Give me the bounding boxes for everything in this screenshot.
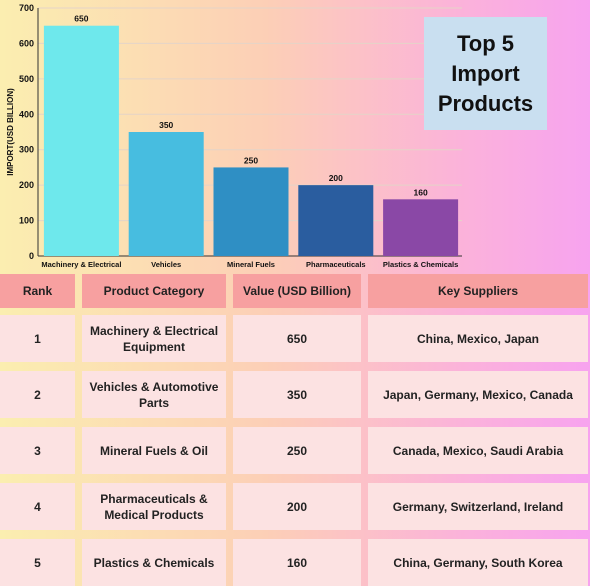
y-tick-label: 0 — [29, 251, 34, 261]
data-label: 350 — [159, 120, 173, 130]
y-tick-label: 300 — [19, 145, 34, 155]
chart-title: Top 5 Import Products — [424, 17, 547, 130]
bar — [128, 132, 204, 256]
bar — [298, 185, 374, 256]
table-cell-suppliers: China, Mexico, Japan — [368, 315, 588, 362]
table-cell-suppliers: Germany, Switzerland, Ireland — [368, 483, 588, 530]
bar — [213, 167, 289, 256]
data-label: 200 — [329, 173, 343, 183]
y-axis-label: IMPORT(USD BILLION) — [6, 88, 15, 176]
table-cell-category: Pharmaceuticals & Medical Products — [82, 483, 226, 530]
x-tick-label: Machinery & Electrical — [41, 260, 121, 269]
data-label: 250 — [244, 155, 258, 165]
table-cell-suppliers: Canada, Mexico, Saudi Arabia — [368, 427, 588, 474]
y-tick-label: 600 — [19, 38, 34, 48]
x-tick-label: Plastics & Chemicals — [383, 260, 458, 269]
x-tick-label: Vehicles — [151, 260, 181, 269]
data-label: 160 — [414, 187, 428, 197]
table-cell-category: Plastics & Chemicals — [82, 539, 226, 586]
table-cell-suppliers: China, Germany, South Korea — [368, 539, 588, 586]
bars — [43, 25, 459, 257]
table-cell-rank: 1 — [0, 315, 75, 362]
table-cell-rank: 5 — [0, 539, 75, 586]
table-cell-suppliers: Japan, Germany, Mexico, Canada — [368, 371, 588, 418]
x-tick-label: Mineral Fuels — [227, 260, 275, 269]
y-tick-labels: 0 100 200 300 400 500 600 700 — [19, 3, 34, 261]
bar-chart: 0 100 200 300 400 500 600 700 IMPORT(USD BILLIO… — [6, 3, 462, 269]
y-tick-label: 500 — [19, 74, 34, 84]
table-cell-rank: 4 — [0, 483, 75, 530]
title-line: Top 5 — [456, 30, 515, 56]
y-tick-label: 700 — [19, 3, 34, 13]
table-header-category: Product Category — [82, 274, 226, 308]
table-cell-rank: 2 — [0, 371, 75, 418]
table-cell-value: 350 — [233, 371, 361, 418]
data-labels: 650 350 250 200 160 — [74, 14, 428, 198]
table-cell-value: 200 — [233, 483, 361, 530]
data-label: 650 — [74, 14, 88, 24]
title-line: Import — [451, 60, 520, 86]
table-cell-value: 650 — [233, 315, 361, 362]
table-header-suppliers: Key Suppliers — [368, 274, 588, 308]
title-line: Products — [437, 90, 534, 116]
bar — [383, 199, 459, 256]
y-tick-label: 400 — [19, 109, 34, 119]
bar — [43, 25, 119, 257]
table-cell-category: Vehicles & Automotive Parts — [82, 371, 226, 418]
y-tick-label: 200 — [19, 180, 34, 190]
table-cell-value: 160 — [233, 539, 361, 586]
table-header-value: Value (USD Billion) — [233, 274, 361, 308]
table-header-rank: Rank — [0, 274, 75, 308]
table-cell-value: 250 — [233, 427, 361, 474]
x-tick-label: Pharmaceuticals — [306, 260, 366, 269]
x-tick-labels: Machinery & Electrical Vehicles Mineral Fu… — [41, 260, 458, 269]
table-cell-category: Machinery & Electrical Equipment — [82, 315, 226, 362]
suppliers-table: Rank Product Category Value (USD Billion… — [0, 270, 590, 586]
table-cell-rank: 3 — [0, 427, 75, 474]
table-cell-category: Mineral Fuels & Oil — [82, 427, 226, 474]
y-tick-label: 100 — [19, 216, 34, 226]
